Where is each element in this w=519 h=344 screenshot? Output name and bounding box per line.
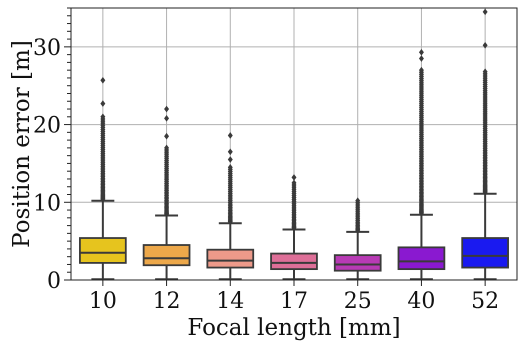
- outlier-point: [418, 66, 424, 74]
- box-series: [79, 8, 509, 281]
- box-14: [206, 132, 255, 281]
- box-52: [461, 8, 509, 281]
- outlier-point: [418, 55, 424, 62]
- box-body: [397, 246, 446, 271]
- outlier-point: [227, 156, 233, 163]
- box-17: [270, 174, 318, 281]
- outlier-point: [482, 68, 488, 76]
- outlier-point: [164, 144, 170, 152]
- box-10: [79, 76, 127, 281]
- outlier-point: [482, 8, 488, 16]
- outlier-point: [291, 174, 297, 181]
- y-axis-label: Position error [m]: [9, 40, 35, 248]
- outlier-point: [164, 115, 170, 122]
- x-tick-label: 40: [407, 289, 435, 314]
- outlier-point: [227, 148, 233, 156]
- box-body: [206, 248, 255, 269]
- x-tick-label: 14: [216, 289, 244, 314]
- y-axis-ticks: 0 10 20 30: [33, 7, 71, 294]
- box-body: [79, 237, 127, 264]
- box-body: [461, 237, 509, 269]
- outlier-point: [227, 132, 233, 139]
- box-body: [333, 254, 382, 272]
- outlier-point: [100, 100, 106, 107]
- x-axis-ticks: 10 12 14 17 25 40 52: [89, 280, 499, 314]
- y-tick-label: 20: [33, 114, 61, 139]
- outlier-point: [291, 179, 297, 187]
- outlier-point: [164, 105, 170, 113]
- box-40: [397, 48, 446, 281]
- x-tick-label: 12: [153, 289, 181, 314]
- y-tick-label: 30: [33, 36, 61, 61]
- x-tick-label: 25: [344, 289, 372, 314]
- x-tick-label: 17: [280, 289, 308, 314]
- outlier-point: [100, 76, 106, 84]
- outlier-point: [227, 164, 233, 171]
- x-axis-label: Focal length [mm]: [187, 315, 400, 341]
- outlier-point: [100, 113, 106, 121]
- outlier-point: [418, 48, 424, 56]
- outlier-point: [482, 42, 488, 49]
- outlier-point: [355, 197, 361, 205]
- outlier-point: [164, 132, 170, 140]
- box-12: [142, 105, 191, 281]
- y-tick-label: 0: [47, 269, 61, 294]
- y-tick-label: 10: [33, 191, 61, 216]
- x-tick-label: 52: [471, 289, 499, 314]
- x-tick-label: 10: [89, 289, 117, 314]
- box-25: [333, 197, 382, 281]
- box-body: [270, 252, 318, 271]
- box-body: [142, 244, 191, 267]
